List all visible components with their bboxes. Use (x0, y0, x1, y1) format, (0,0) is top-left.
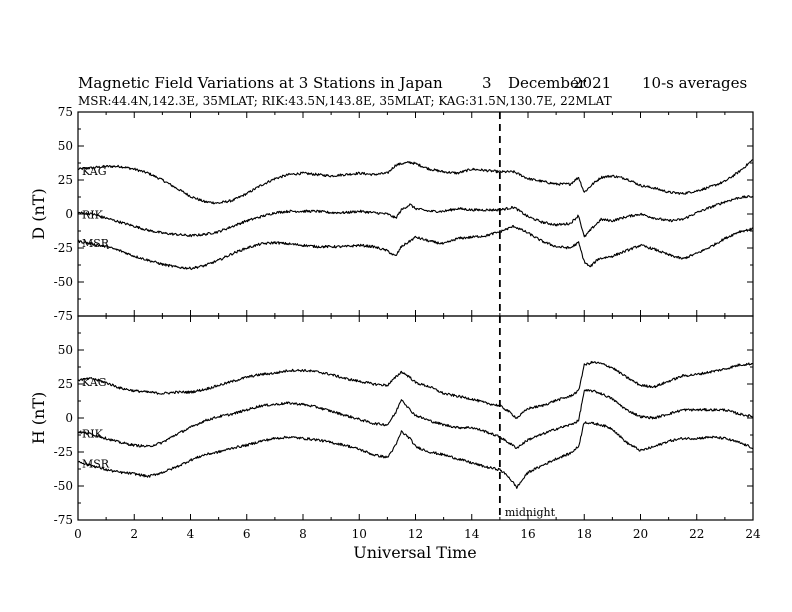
chart-date-month: December (508, 74, 587, 92)
series-line-rik (77, 389, 754, 450)
y-tick-label: -25 (54, 241, 73, 255)
y-tick-label: -50 (54, 479, 73, 493)
y-tick-label: -50 (54, 275, 73, 289)
chart-averaging: 10-s averages (642, 74, 747, 92)
chart-date-year: 2021 (573, 74, 611, 92)
panels-group: 75 50 25 0 -25 -50 -75 D (nT) KAG RIK MSR 50 25 0 -25 -… (29, 105, 761, 541)
series-label-rik: RIK (82, 428, 104, 441)
chart-title: Magnetic Field Variations at 3 Stations … (78, 74, 443, 92)
x-tick-label: 8 (299, 527, 307, 541)
series-label-msr: MSR (82, 237, 110, 250)
y-tick-label: -75 (54, 513, 73, 527)
y-tick-label: 50 (58, 343, 73, 357)
midnight-label: midnight (505, 506, 556, 519)
series-line-msr (77, 224, 754, 271)
y-tick-label: 25 (58, 173, 73, 187)
series-label-kag: KAG (82, 376, 107, 389)
y-tick-label: 0 (65, 207, 73, 221)
series-line-rik (77, 195, 754, 238)
y-axis-label-1: D (nT) (29, 188, 48, 239)
series-label-kag: KAG (82, 165, 107, 178)
x-tick-label: 20 (633, 527, 648, 541)
chart-date-day: 3 (482, 74, 492, 92)
series-label-msr: MSR (82, 458, 110, 471)
x-tick-label: 16 (520, 527, 535, 541)
y-tick-label: 50 (58, 139, 73, 153)
series-line-kag (77, 159, 754, 205)
x-tick-label: 18 (577, 527, 592, 541)
series-line-kag (77, 360, 753, 420)
x-axis-label: Universal Time (353, 543, 476, 562)
y-tick-label: 75 (58, 105, 73, 119)
x-tick-label: 0 (74, 527, 82, 541)
x-tick-label: 22 (689, 527, 704, 541)
station-info: MSR:44.4N,142.3E, 35MLAT; RIK:43.5N,143.… (78, 94, 612, 108)
panel-frame-1 (77, 111, 754, 317)
series-label-rik: RIK (82, 209, 104, 222)
x-tick-label: 10 (352, 527, 367, 541)
y-tick-label: -75 (54, 309, 73, 323)
x-tick-label: 14 (464, 527, 480, 541)
x-tick-label: 4 (187, 527, 195, 541)
y-tick-label: 0 (65, 411, 73, 425)
x-tick-label: 12 (408, 527, 423, 541)
series-line-msr (77, 421, 754, 489)
x-tick-label: 2 (130, 527, 138, 541)
y-axis-label-2: H (nT) (29, 392, 48, 445)
y-tick-label: -25 (54, 445, 73, 459)
y-tick-label: 25 (58, 377, 73, 391)
x-tick-label: 6 (243, 527, 251, 541)
x-tick-label: 24 (745, 527, 761, 541)
